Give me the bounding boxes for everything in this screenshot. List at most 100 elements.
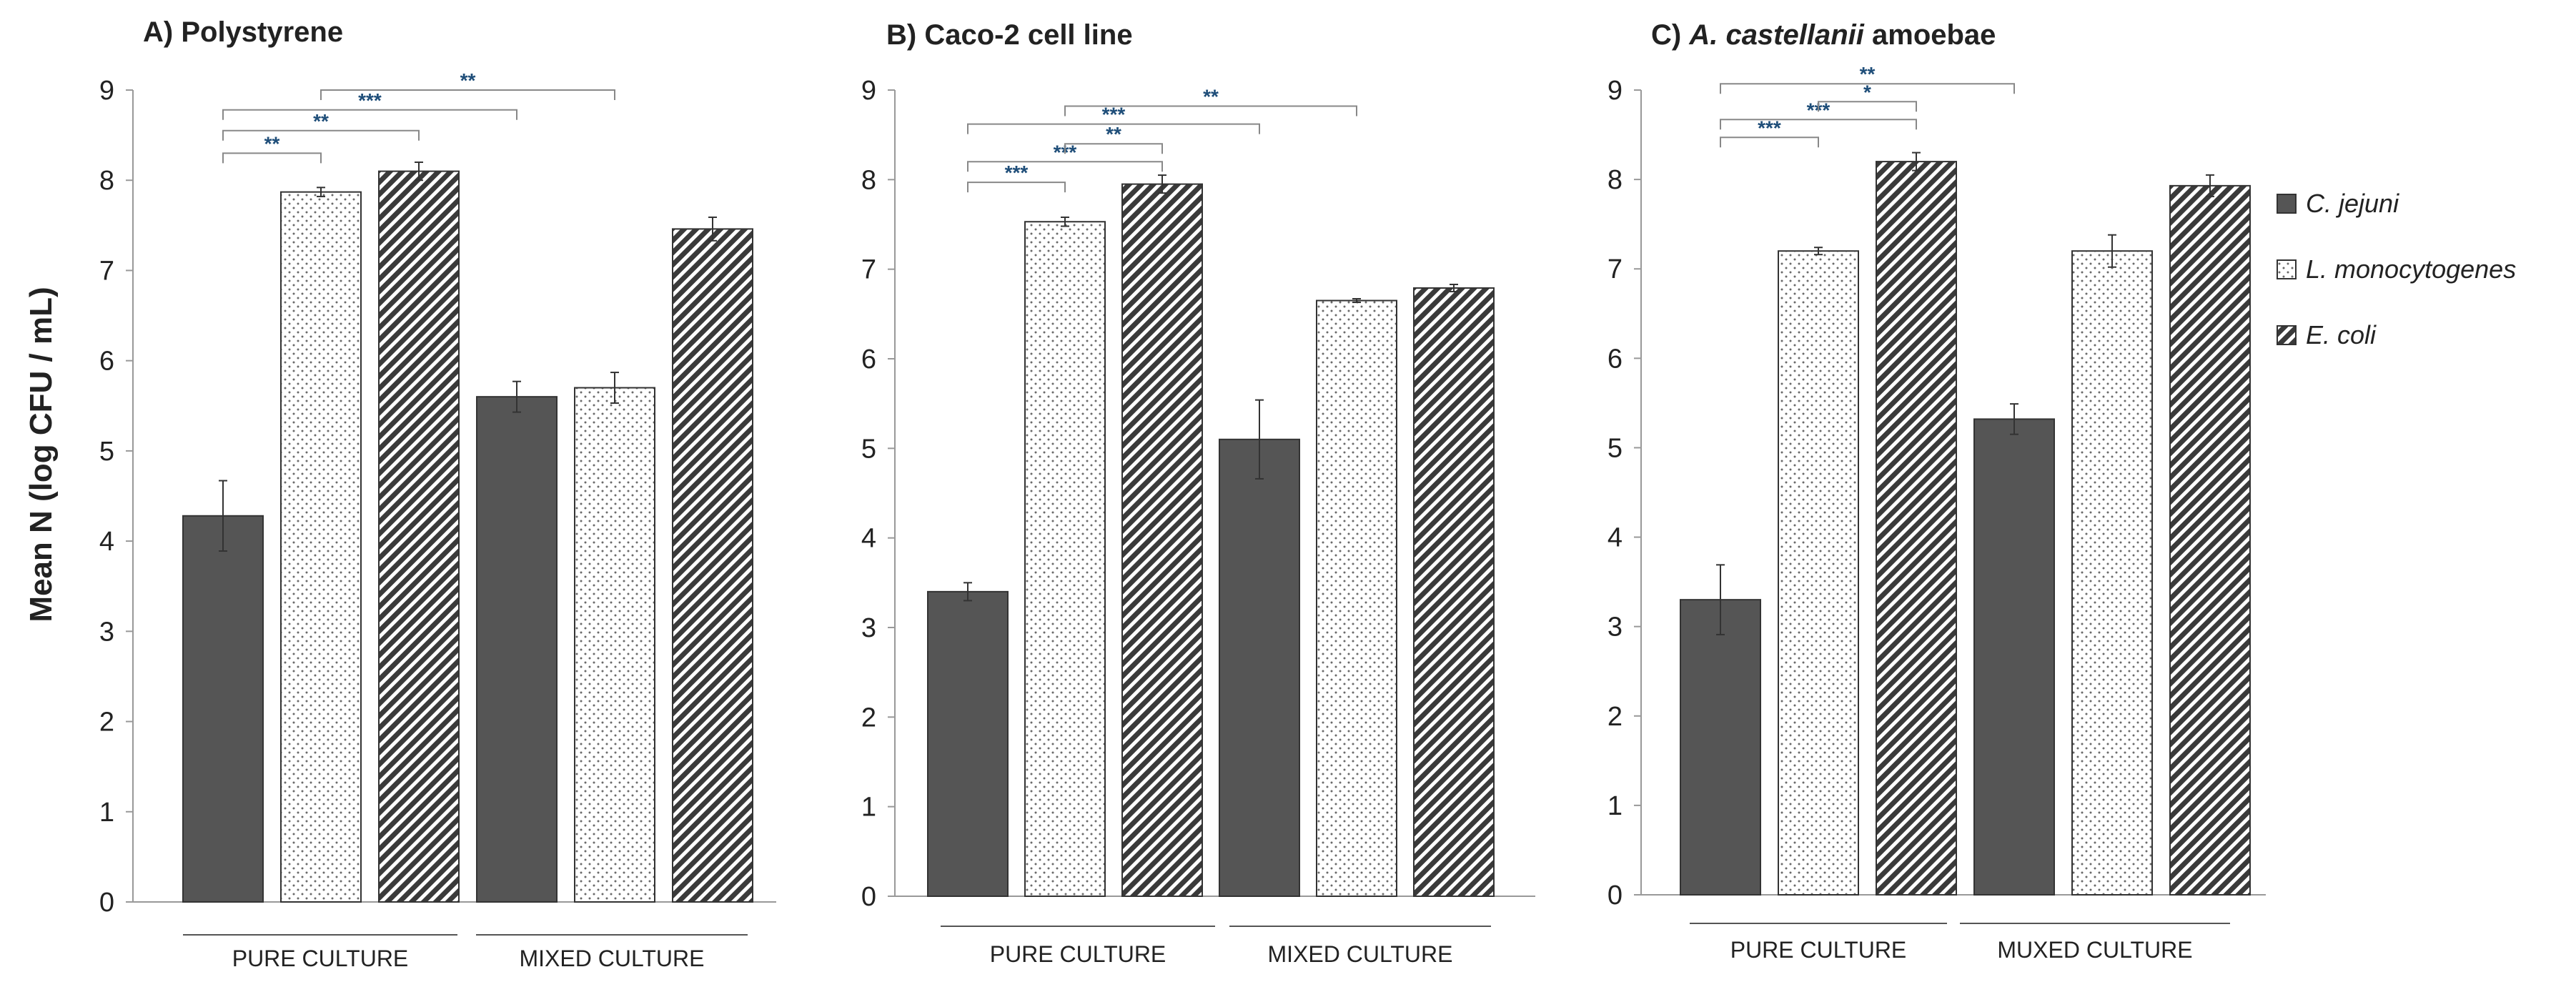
significance-label: **	[460, 69, 476, 91]
significance-label: **	[264, 132, 280, 154]
panel-c: C) A. castellanii amoebae 0123456789****…	[1607, 19, 2266, 963]
bar	[1876, 161, 1957, 896]
y-axis-label: Mean N (log CFU / mL)	[24, 287, 59, 622]
y-tick-label: 1	[1607, 791, 1623, 821]
y-tick-label: 3	[1607, 612, 1623, 643]
y-tick-label: 1	[99, 798, 114, 828]
bar	[1219, 438, 1300, 897]
y-tick-label: 8	[861, 165, 876, 195]
bar	[378, 170, 460, 903]
significance-bracket	[1818, 101, 1917, 112]
group-label: MUXED CULTURE	[1997, 937, 2192, 963]
y-tick-label: 6	[1607, 344, 1623, 374]
group-label: PURE CULTURE	[232, 946, 409, 971]
significance-bracket	[967, 123, 1260, 134]
significance-bracket	[222, 129, 420, 141]
y-tick-label: 5	[99, 437, 114, 467]
significance-bracket	[1720, 119, 1917, 130]
significance-label: **	[1860, 63, 1876, 85]
y-tick-label: 1	[861, 793, 876, 823]
significance-label: **	[313, 110, 329, 132]
significance-bracket	[967, 182, 1066, 193]
y-tick-label: 3	[99, 617, 114, 647]
bar	[2169, 184, 2251, 896]
panel-b: B) Caco-2 cell line 0123456789**********…	[861, 19, 1535, 967]
legend-swatch-e-coli	[2277, 325, 2297, 345]
y-tick-label: 8	[99, 166, 114, 196]
bar	[1024, 221, 1106, 897]
significance-bracket	[967, 161, 1163, 172]
y-tick-label: 4	[861, 524, 876, 554]
legend-label-l-monocytogenes: L. monocytogenes	[2306, 254, 2516, 284]
panel-b-title-main: Caco-2 cell line	[924, 19, 1132, 51]
panel-a-title-prefix: A)	[143, 16, 181, 48]
significance-bracket	[222, 109, 517, 120]
significance-label: **	[1106, 123, 1121, 145]
group-label: MIXED CULTURE	[520, 946, 705, 971]
significance-label: *	[1863, 81, 1871, 103]
panel-c-title: C) A. castellanii amoebae	[1651, 19, 1996, 51]
significance-bracket	[1720, 137, 1819, 148]
significance-label: ***	[358, 89, 382, 111]
y-tick-label: 8	[1607, 165, 1623, 195]
legend: C. jejuni L. monocytogenes E. coli	[2277, 189, 2516, 349]
y-tick-label: 7	[1607, 254, 1623, 284]
panel-b-title-prefix: B)	[886, 19, 924, 51]
bar	[1973, 418, 2055, 896]
y-tick-label: 5	[861, 434, 876, 464]
y-tick-label: 9	[1607, 76, 1623, 106]
significance-label: ***	[1102, 104, 1126, 126]
y-tick-label: 4	[1607, 523, 1623, 553]
panel-a-title-main: Polystyrene	[181, 16, 343, 48]
bar	[927, 590, 1009, 897]
bar	[1121, 183, 1203, 898]
significance-label: **	[1203, 86, 1219, 108]
significance-bracket	[222, 152, 322, 164]
group-label: PURE CULTURE	[990, 941, 1166, 967]
bar	[280, 191, 362, 903]
bar	[1680, 599, 1761, 896]
bar	[1316, 299, 1397, 897]
legend-swatch-c-jejuni	[2277, 194, 2297, 214]
legend-label-e-coli: E. coli	[2306, 320, 2377, 349]
y-tick-label: 7	[99, 256, 114, 286]
y-tick-label: 6	[99, 347, 114, 377]
bar	[476, 396, 558, 903]
y-tick-label: 0	[861, 882, 876, 912]
y-tick-label: 2	[99, 708, 114, 738]
bar	[1413, 287, 1495, 897]
y-tick-label: 2	[861, 703, 876, 733]
y-tick-label: 4	[99, 527, 114, 557]
group-label: MIXED CULTURE	[1268, 941, 1453, 967]
y-tick-label: 9	[861, 76, 876, 106]
legend-label-c-jejuni: C. jejuni	[2306, 189, 2399, 218]
significance-bracket	[1720, 83, 2015, 94]
panel-c-title-prefix: C)	[1651, 19, 1689, 51]
bar	[182, 515, 264, 903]
y-tick-label: 6	[861, 344, 876, 375]
y-tick-label: 7	[861, 255, 876, 285]
legend-swatch-l-monocytogenes	[2277, 259, 2297, 279]
y-tick-label: 5	[1607, 433, 1623, 463]
panel-c-title-suffix: amoebae	[1864, 19, 1996, 51]
bar	[1778, 250, 1859, 896]
significance-bracket	[1064, 143, 1163, 154]
bar	[2071, 250, 2153, 896]
y-tick-label: 3	[861, 613, 876, 643]
significance-bracket	[320, 89, 615, 100]
y-tick-label: 0	[99, 888, 114, 918]
panel-c-title-main: A. castellanii	[1688, 19, 1864, 51]
y-tick-label: 0	[1607, 881, 1623, 911]
significance-bracket	[1064, 105, 1357, 116]
bar	[574, 387, 655, 903]
bar	[672, 228, 753, 903]
significance-label: ***	[1005, 162, 1029, 184]
y-tick-label: 2	[1607, 702, 1623, 732]
panel-b-title: B) Caco-2 cell line	[886, 19, 1133, 51]
group-label: PURE CULTURE	[1730, 937, 1907, 963]
significance-label: ***	[1758, 116, 1781, 139]
y-tick-label: 9	[99, 76, 114, 106]
